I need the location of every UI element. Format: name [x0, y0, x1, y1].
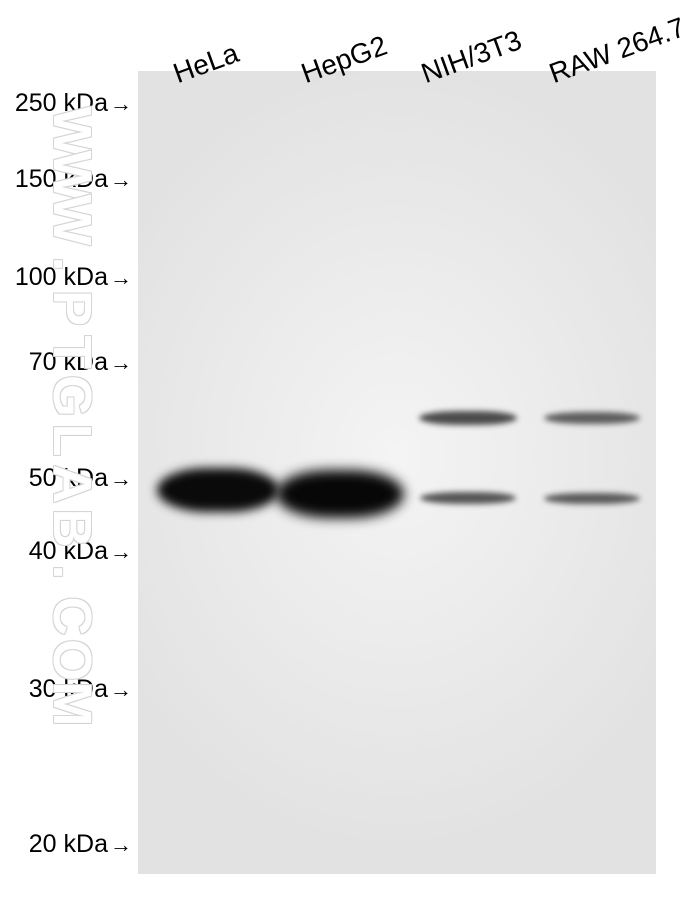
- mw-marker: 30 kDa→: [29, 675, 132, 704]
- mw-marker: 150 kDa→: [15, 165, 132, 194]
- watermark-letter: W: [41, 195, 103, 246]
- arrow-right-icon: →: [110, 265, 132, 290]
- mw-marker: 100 kDa→: [15, 263, 132, 292]
- mw-marker-text: 30 kDa: [29, 675, 108, 703]
- watermark-letter: .: [41, 564, 103, 579]
- arrow-right-icon: →: [110, 539, 132, 564]
- mw-marker-text: 70 kDa: [29, 348, 108, 376]
- band: [419, 411, 517, 425]
- band: [544, 493, 640, 504]
- arrow-right-icon: →: [110, 677, 132, 702]
- mw-marker: 50 kDa→: [29, 464, 132, 493]
- arrow-right-icon: →: [110, 91, 132, 116]
- arrow-right-icon: →: [110, 167, 132, 192]
- band: [420, 492, 516, 504]
- mw-marker-text: 50 kDa: [29, 464, 108, 492]
- watermark-letter: C: [41, 597, 103, 636]
- watermark-letter: P: [41, 290, 103, 326]
- watermark-letter: L: [41, 424, 103, 457]
- mw-marker-text: 20 kDa: [29, 830, 108, 858]
- mw-marker: 70 kDa→: [29, 348, 132, 377]
- mw-marker-text: 150 kDa: [15, 165, 108, 193]
- watermark-letter: G: [41, 375, 103, 417]
- mw-marker: 20 kDa→: [29, 830, 132, 859]
- mw-marker: 250 kDa→: [15, 89, 132, 118]
- arrow-right-icon: →: [110, 832, 132, 857]
- band: [157, 468, 279, 512]
- band: [544, 412, 640, 424]
- mw-marker-text: 100 kDa: [15, 263, 108, 291]
- arrow-right-icon: →: [110, 350, 132, 375]
- blot-canvas: { "layout": { "canvas_width": 700, "canv…: [0, 0, 700, 903]
- band: [276, 470, 404, 518]
- mw-marker-text: 250 kDa: [15, 89, 108, 117]
- mw-marker: 40 kDa→: [29, 537, 132, 566]
- arrow-right-icon: →: [110, 466, 132, 491]
- mw-marker-text: 40 kDa: [29, 537, 108, 565]
